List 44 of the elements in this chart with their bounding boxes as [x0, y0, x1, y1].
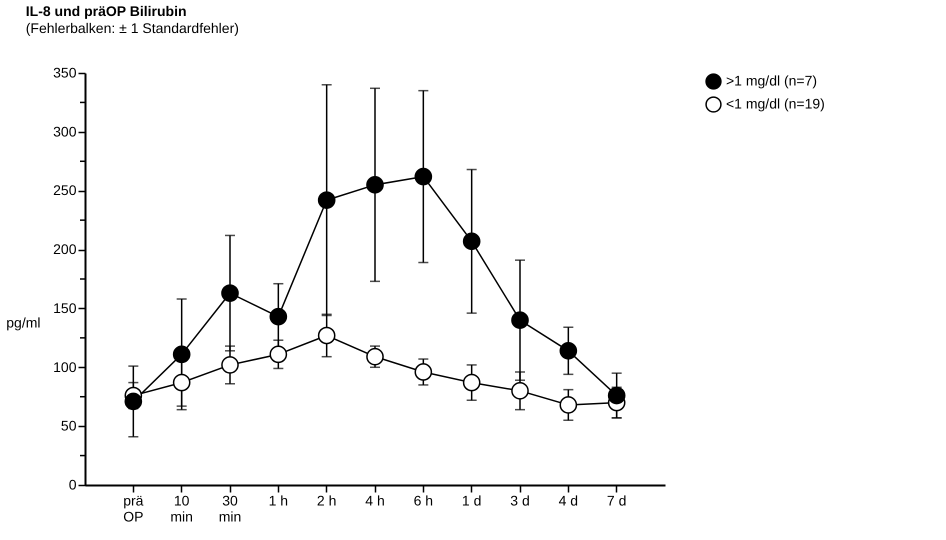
point [366, 348, 384, 366]
point [414, 168, 432, 186]
point [318, 191, 336, 209]
y-tick-label: 300 [53, 123, 77, 140]
y-axis-title: pg/ml [6, 314, 40, 330]
y-tick-label: 100 [53, 358, 77, 375]
x-tick-label: prä OP [123, 492, 144, 524]
legend-label: >1 mg/dl (n=7) [726, 72, 818, 88]
point [124, 392, 142, 410]
point [270, 308, 288, 326]
point [511, 311, 529, 329]
y-tick-label: 0 [68, 476, 77, 492]
point [462, 232, 480, 250]
point [560, 342, 578, 360]
point [511, 382, 529, 400]
y-tick-label: 150 [53, 300, 77, 316]
x-tick-label: 1 h [268, 492, 288, 508]
point [318, 326, 336, 344]
x-tick-label: 4 d [558, 492, 578, 508]
legend-label: <1 mg/dl (n=19) [726, 96, 825, 112]
y-tick-label: 200 [53, 241, 77, 258]
x-tick-label: 1 d [462, 492, 482, 508]
chart-title: IL-8 und präOP Bilirubin [26, 3, 187, 19]
point [366, 176, 384, 194]
x-tick-label: 3 d [510, 492, 530, 508]
point [560, 396, 578, 414]
point [414, 363, 432, 381]
x-tick-label: 10 min [170, 492, 193, 524]
x-tick-label: 2 h [316, 492, 336, 508]
point [608, 386, 626, 404]
y-tick-label: 50 [60, 418, 77, 434]
x-tick-label: 4 h [365, 492, 385, 508]
x-tick-label: 30 min [218, 492, 242, 524]
y-tick-label: 250 [53, 182, 77, 198]
x-tick-label: 6 h [414, 492, 434, 508]
point [172, 374, 190, 392]
x-tick-label: 7 d [606, 492, 626, 508]
chart-subtitle: (Fehlerbalken: ± 1 Standardfehler) [26, 20, 239, 36]
point [172, 346, 190, 364]
y-tick-label: 350 [53, 64, 77, 80]
point [270, 346, 288, 364]
point [221, 284, 239, 302]
point [221, 356, 239, 374]
point [462, 374, 480, 392]
